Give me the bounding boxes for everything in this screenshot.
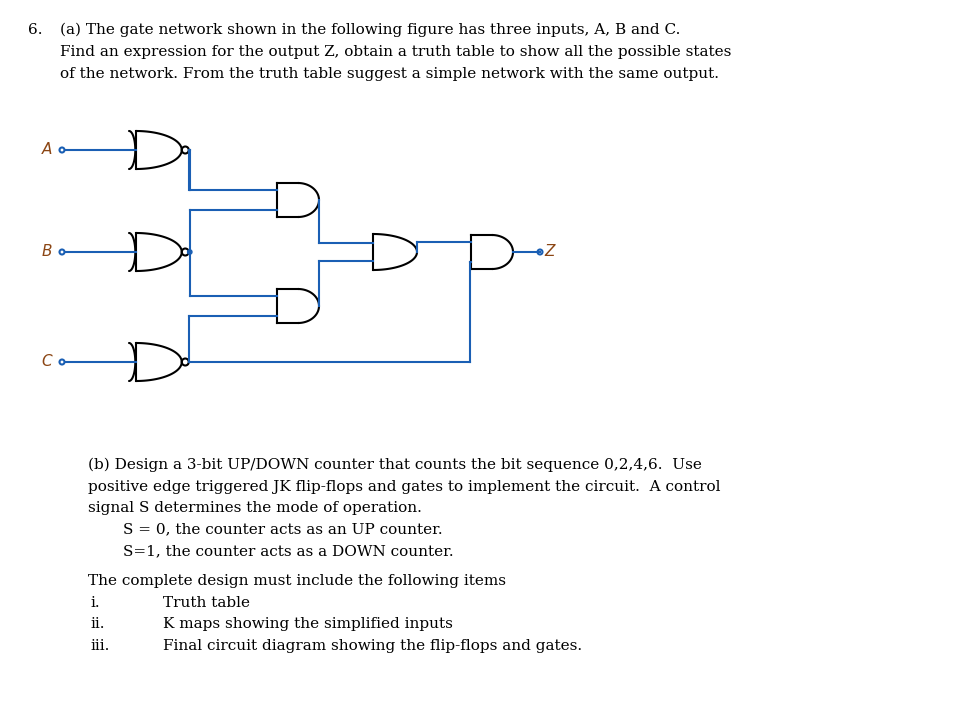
Text: (a) The gate network shown in the following figure has three inputs, A, B and C.: (a) The gate network shown in the follow… <box>60 23 681 37</box>
Text: B: B <box>42 245 52 259</box>
Text: S=1, the counter acts as a DOWN counter.: S=1, the counter acts as a DOWN counter. <box>123 544 453 558</box>
Text: 6.: 6. <box>28 23 43 37</box>
Text: of the network. From the truth table suggest a simple network with the same outp: of the network. From the truth table sug… <box>60 67 719 81</box>
Text: (b) Design a 3-bit UP/DOWN counter that counts the bit sequence 0,2,4,6.  Use: (b) Design a 3-bit UP/DOWN counter that … <box>88 458 702 472</box>
Text: i.: i. <box>90 596 100 610</box>
Text: positive edge triggered JK flip-flops and gates to implement the circuit.  A con: positive edge triggered JK flip-flops an… <box>88 479 720 493</box>
Text: iii.: iii. <box>90 639 110 653</box>
Circle shape <box>187 250 192 255</box>
Text: S = 0, the counter acts as an UP counter.: S = 0, the counter acts as an UP counter… <box>123 522 443 537</box>
Text: C: C <box>42 355 52 369</box>
Text: ii.: ii. <box>90 617 105 631</box>
Text: signal S determines the mode of operation.: signal S determines the mode of operatio… <box>88 501 421 515</box>
Text: Final circuit diagram showing the flip-flops and gates.: Final circuit diagram showing the flip-f… <box>163 639 583 653</box>
Text: Z: Z <box>544 245 554 259</box>
Text: K maps showing the simplified inputs: K maps showing the simplified inputs <box>163 617 452 631</box>
Text: Truth table: Truth table <box>163 596 250 610</box>
Text: Find an expression for the output Z, obtain a truth table to show all the possib: Find an expression for the output Z, obt… <box>60 45 731 59</box>
Text: The complete design must include the following items: The complete design must include the fol… <box>88 574 506 588</box>
Text: A: A <box>42 142 52 157</box>
